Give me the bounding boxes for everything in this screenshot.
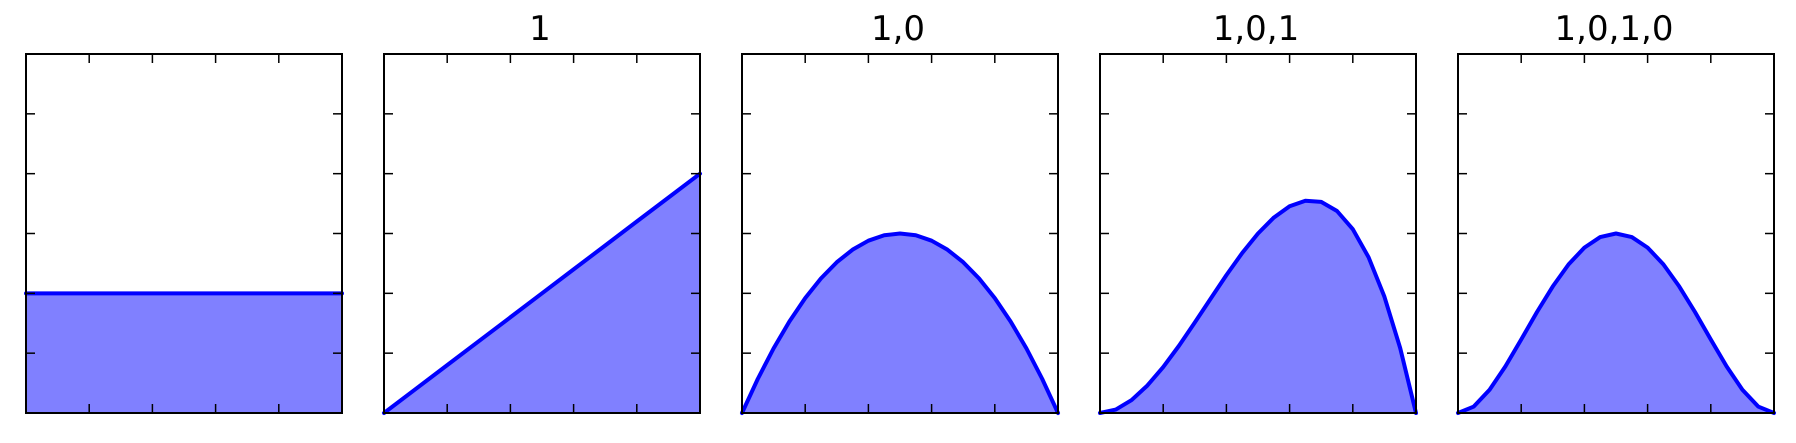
series-area <box>742 233 1058 413</box>
panel-1-0: 1,0 <box>740 9 1060 415</box>
panel-title: 1,0,1,0 <box>1555 9 1674 49</box>
panel-title: 1,0 <box>871 9 925 49</box>
series-area <box>1100 200 1416 413</box>
series-line <box>1456 231 1776 415</box>
panel-1-0-1: 1,0,1 <box>1098 9 1418 415</box>
series-line <box>382 171 702 415</box>
panel-title: 1,0,1 <box>1213 9 1300 49</box>
series-line <box>1098 198 1418 415</box>
panel-constant <box>24 53 344 414</box>
panel-1: 1 <box>382 9 702 415</box>
series-area <box>1458 233 1774 413</box>
panel-title: 1 <box>529 9 551 49</box>
series-line <box>740 231 1060 415</box>
panel-1-0-1-0: 1,0,1,0 <box>1456 9 1776 415</box>
series-area <box>26 293 342 413</box>
